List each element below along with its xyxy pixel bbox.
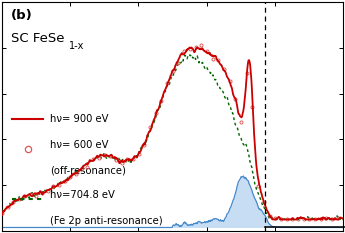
Text: hν= 900 eV: hν= 900 eV bbox=[50, 114, 108, 124]
Text: hν=704.8 eV: hν=704.8 eV bbox=[50, 190, 115, 200]
Text: (Fe 2p anti-resonance): (Fe 2p anti-resonance) bbox=[50, 216, 162, 226]
Text: (b): (b) bbox=[11, 9, 32, 22]
Text: (off-resonance): (off-resonance) bbox=[50, 166, 126, 176]
Text: SC FeSe: SC FeSe bbox=[11, 32, 64, 45]
Text: hν= 600 eV: hν= 600 eV bbox=[50, 140, 108, 150]
Text: 1-x: 1-x bbox=[69, 41, 84, 51]
